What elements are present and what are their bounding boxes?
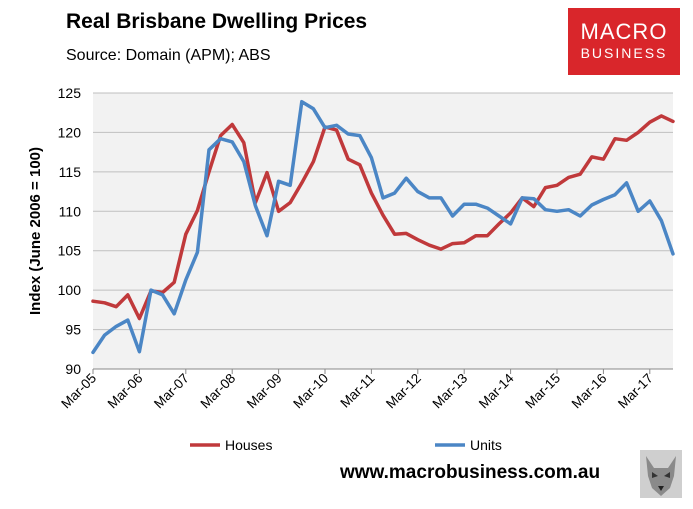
series-layer [91, 99, 675, 355]
y-axis-ticks: 90 95 100 105 110 115 120 125 [58, 85, 82, 377]
x-tick-label: Mar-10 [290, 371, 331, 412]
y-tick-label: 120 [58, 124, 82, 140]
y-tick-label: 115 [59, 164, 82, 180]
x-tick-label: Mar-16 [569, 371, 610, 412]
x-tick-label: Mar-08 [197, 371, 238, 412]
logo-line1: MACRO [580, 19, 668, 44]
x-tick-label: Mar-06 [105, 371, 146, 412]
legend-label-houses: Houses [225, 437, 272, 453]
x-tick-label: Mar-11 [337, 371, 377, 411]
x-tick-label: Mar-07 [151, 371, 192, 412]
y-tick-label: 90 [65, 361, 81, 377]
wolf-logo-icon [640, 450, 682, 498]
macrobusiness-logo: MACRO BUSINESS [568, 8, 680, 75]
plot-area [93, 93, 673, 369]
series-line-houses [91, 114, 675, 321]
y-axis-label: Index (June 2006 = 100) [27, 147, 44, 315]
x-tick-label: Mar-12 [383, 371, 424, 412]
x-tick-label: Mar-09 [244, 371, 285, 412]
gridlines [93, 92, 673, 370]
x-tick-label: Mar-14 [476, 370, 517, 411]
x-tick-label: Mar-17 [615, 371, 656, 412]
chart-title: Real Brisbane Dwelling Prices [66, 10, 368, 33]
y-tick-label: 110 [59, 203, 82, 219]
y-tick-label: 125 [58, 85, 82, 101]
x-tick-label: Mar-15 [522, 371, 563, 412]
legend-label-units: Units [470, 437, 502, 453]
legend: Houses Units [190, 437, 502, 453]
footer-url: www.macrobusiness.com.au [340, 462, 601, 483]
x-axis-ticks: Mar-05 Mar-06 Mar-07 Mar-08 Mar-09 Mar-10 Mar-… [58, 369, 656, 411]
x-tick-label: Mar-13 [429, 371, 470, 412]
logo-line2: BUSINESS [580, 45, 668, 61]
y-tick-label: 100 [58, 282, 82, 298]
y-tick-label: 105 [58, 243, 82, 259]
series-line-units [91, 99, 675, 355]
y-tick-label: 95 [65, 322, 81, 338]
chart-subtitle: Source: Domain (APM); ABS [66, 47, 271, 64]
